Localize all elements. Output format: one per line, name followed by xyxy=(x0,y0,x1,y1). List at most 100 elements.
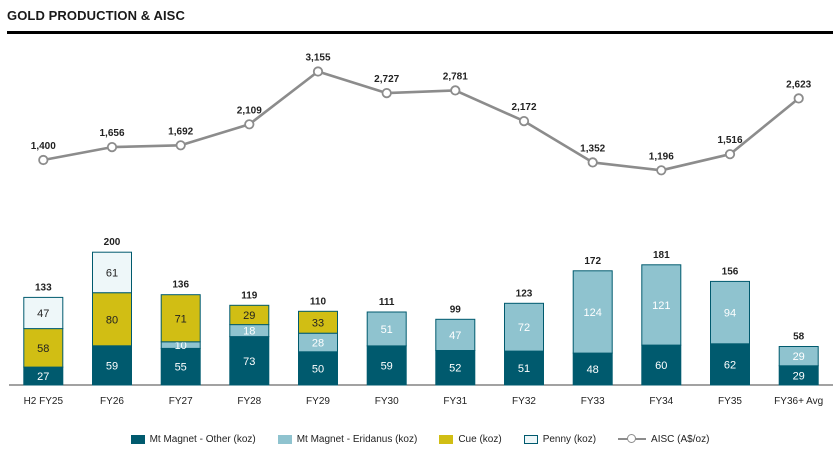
legend-swatch-penny xyxy=(523,434,538,444)
legend-label-mt-magnet-eridanus: Mt Magnet - Eridanus (koz) xyxy=(296,433,418,445)
bar-total-label: 99 xyxy=(450,304,462,315)
aisc-point-label: 1,400 xyxy=(31,141,56,152)
aisc-point xyxy=(38,154,49,166)
legend-item-penny: Penny (koz) xyxy=(523,433,597,445)
x-tick-label: FY32 xyxy=(512,396,536,407)
bar-total-label: 181 xyxy=(653,250,670,261)
aisc-point-label: 3,155 xyxy=(305,53,330,64)
aisc-point xyxy=(450,85,461,96)
bar-segment xyxy=(641,344,682,386)
x-tick-label: FY26 xyxy=(100,396,124,407)
aisc-point xyxy=(175,140,186,151)
aisc-point xyxy=(724,149,736,160)
bar-segment xyxy=(435,318,476,351)
production-aisc-chart: 27 58 47 133 H2 FY25 59 80 61 200 FY26 55 10 71 136 FY… xyxy=(9,53,833,407)
bar-segment xyxy=(298,351,338,386)
bar-total-label: 110 xyxy=(310,296,327,307)
bar-segment xyxy=(572,270,613,354)
bar-total-label: 133 xyxy=(35,282,52,293)
bar-segment xyxy=(23,296,64,330)
bar-segment xyxy=(710,280,750,345)
bar-segment xyxy=(366,311,407,347)
bar-segment xyxy=(504,302,544,352)
x-tick-label: FY36+ Avg xyxy=(774,396,823,407)
bar-segment-label: 71 xyxy=(175,313,187,325)
bar-segment xyxy=(778,346,819,367)
bar-total-label: 58 xyxy=(793,332,805,343)
bar-total-label: 172 xyxy=(584,256,601,267)
bar-segment xyxy=(572,352,613,386)
aisc-point xyxy=(312,66,324,77)
bar-segment-label: 60 xyxy=(655,360,667,372)
bar-segment-label: 33 xyxy=(312,317,324,329)
title-underline xyxy=(7,31,833,34)
aisc-line xyxy=(43,70,800,172)
x-tick-label: FY30 xyxy=(375,396,399,407)
x-tick-label: FY29 xyxy=(306,396,330,407)
aisc-point-label: 2,781 xyxy=(443,71,468,82)
bar-segment-label: 73 xyxy=(243,356,255,368)
bar-segment-label: 47 xyxy=(37,308,49,320)
bar-segment-label: 52 xyxy=(449,363,461,375)
bar-segment-label: 124 xyxy=(584,307,602,319)
bar-segment xyxy=(160,348,201,386)
bar-segment xyxy=(92,345,132,386)
bar-total-label: 156 xyxy=(722,266,739,277)
aisc-point-label: 2,727 xyxy=(374,74,399,85)
bar-segment-label: 51 xyxy=(381,324,393,336)
bar-segment-label: 10 xyxy=(175,340,187,352)
bar-segment-label: 59 xyxy=(106,360,118,372)
bar-segment-label: 80 xyxy=(106,314,118,326)
x-tick-label: FY31 xyxy=(443,396,467,407)
aisc-point xyxy=(244,119,255,130)
aisc-point-label: 1,656 xyxy=(99,128,124,139)
bar-segment-label: 62 xyxy=(724,359,736,371)
bar-segment-label: 121 xyxy=(652,300,670,312)
bar-total-label: 111 xyxy=(379,297,395,308)
aisc-point xyxy=(518,116,530,127)
bar-segment-label: 28 xyxy=(312,338,324,350)
aisc-point-label: 1,352 xyxy=(580,143,605,154)
x-tick-label: FY34 xyxy=(649,396,673,407)
x-tick-label: FY28 xyxy=(237,396,261,407)
bar-segment xyxy=(710,343,750,386)
bar-segment-label: 29 xyxy=(243,310,255,322)
legend-swatch-aisc xyxy=(618,434,647,444)
aisc-point-label: 1,692 xyxy=(168,126,193,137)
aisc-point-label: 2,623 xyxy=(786,79,811,90)
bar-segment-label: 59 xyxy=(381,360,393,372)
legend-item-mt-magnet-other: Mt Magnet - Other (koz) xyxy=(130,433,256,445)
bar-total-label: 200 xyxy=(104,237,121,248)
legend-item-aisc: AISC (A$/oz) xyxy=(618,434,709,445)
bar-segment-label: 18 xyxy=(243,326,255,338)
legend-label-aisc: AISC (A$/oz) xyxy=(651,433,710,445)
bar-segment xyxy=(160,294,201,343)
legend-label-penny: Penny (koz) xyxy=(542,433,597,445)
x-tick-label: FY27 xyxy=(169,396,193,407)
legend-label-cue: Cue (koz) xyxy=(458,433,502,445)
bar-segment xyxy=(23,328,64,368)
aisc-point xyxy=(381,88,392,99)
aisc-point-label: 2,172 xyxy=(511,102,536,113)
legend-item-mt-magnet-eridanus: Mt Magnet - Eridanus (koz) xyxy=(277,433,418,445)
bar-total-label: 123 xyxy=(516,288,533,299)
bar-segment xyxy=(641,264,682,346)
bar-segment xyxy=(298,310,338,334)
bar-total-label: 136 xyxy=(172,280,189,291)
legend-label-mt-magnet-other: Mt Magnet - Other (koz) xyxy=(149,433,256,445)
bar-segment-label: 27 xyxy=(37,371,49,383)
x-tick-label: FY33 xyxy=(581,396,605,407)
bar-segment-label: 29 xyxy=(793,351,805,363)
bar-segment xyxy=(92,251,132,294)
chart-title: GOLD PRODUCTION & AISC xyxy=(7,8,185,23)
legend-item-cue: Cue (koz) xyxy=(439,433,502,445)
aisc-point xyxy=(656,165,667,176)
bar-segment-label: 94 xyxy=(724,308,736,320)
aisc-point xyxy=(587,157,598,168)
aisc-point-label: 1,196 xyxy=(649,151,674,162)
bar-segment-label: 51 xyxy=(518,363,530,375)
bar-segment-label: 61 xyxy=(106,268,118,280)
bar-segment xyxy=(229,304,270,326)
x-tick-label: H2 FY25 xyxy=(24,396,64,407)
bar-segment xyxy=(435,350,476,386)
